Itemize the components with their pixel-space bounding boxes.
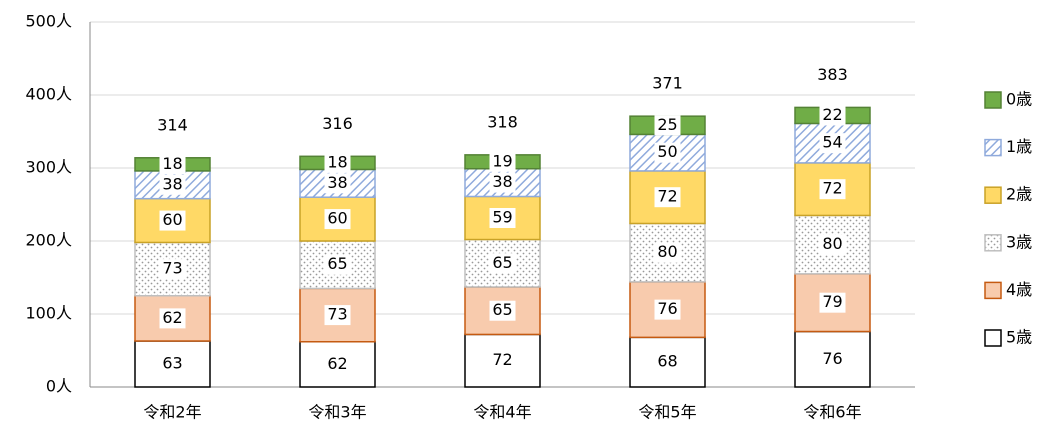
data-label-bg xyxy=(819,105,846,126)
data-label: 79 xyxy=(822,292,842,311)
data-label-bg xyxy=(159,154,186,175)
legend-swatch xyxy=(984,91,1002,109)
total-label: 316 xyxy=(322,114,353,133)
data-label: 62 xyxy=(162,308,182,327)
data-label-bg xyxy=(819,133,846,154)
data-label-bg xyxy=(159,210,186,231)
data-label-bg xyxy=(819,349,846,370)
data-label: 72 xyxy=(822,179,842,198)
data-label: 38 xyxy=(327,173,347,192)
x-tick-label: 令和5年 xyxy=(638,403,696,422)
data-label: 38 xyxy=(492,172,512,191)
total-label: 371 xyxy=(652,74,683,93)
total-label: 318 xyxy=(487,112,518,131)
data-label: 73 xyxy=(162,259,182,278)
y-tick-label: 200人 xyxy=(25,231,72,250)
data-label: 50 xyxy=(657,142,677,161)
data-label: 60 xyxy=(327,209,347,228)
data-label-bg xyxy=(654,115,681,136)
data-label-bg xyxy=(654,299,681,320)
data-label: 65 xyxy=(327,254,347,273)
data-label-bg xyxy=(489,172,516,193)
legend-label: 5歳 xyxy=(1006,328,1032,347)
legend-swatch xyxy=(984,138,1002,157)
data-label: 18 xyxy=(327,152,347,171)
legend-swatch xyxy=(984,186,1002,204)
total-label: 383 xyxy=(817,65,848,84)
legend-label: 4歳 xyxy=(1006,280,1032,299)
data-label: 59 xyxy=(492,208,512,227)
legend-label: 2歳 xyxy=(1006,185,1032,204)
data-label: 72 xyxy=(657,187,677,206)
data-label: 54 xyxy=(822,133,842,152)
data-label-bg xyxy=(819,179,846,200)
data-label: 72 xyxy=(492,350,512,369)
data-label-bg xyxy=(324,305,351,326)
legend-swatch xyxy=(984,281,1002,300)
legend-label: 3歳 xyxy=(1006,232,1032,251)
data-label-bg xyxy=(654,142,681,163)
data-label-bg xyxy=(489,300,516,321)
x-tick-label: 令和2年 xyxy=(143,403,201,422)
data-label-bg xyxy=(489,253,516,274)
data-label: 25 xyxy=(657,115,677,134)
y-tick-label: 500人 xyxy=(25,12,72,31)
y-tick-label: 100人 xyxy=(25,304,72,323)
data-label: 38 xyxy=(162,174,182,193)
total-label: 314 xyxy=(157,115,188,134)
data-label-bg xyxy=(159,354,186,375)
data-label: 73 xyxy=(327,305,347,324)
data-label-bg xyxy=(324,354,351,375)
data-label: 62 xyxy=(327,354,347,373)
legend-swatch xyxy=(984,234,1002,252)
x-tick-label: 令和6年 xyxy=(803,403,861,422)
data-label-bg xyxy=(654,242,681,263)
legend-swatch xyxy=(984,329,1002,347)
data-label-bg xyxy=(489,350,516,371)
data-label: 65 xyxy=(492,300,512,319)
data-label-bg xyxy=(159,174,186,195)
data-label-bg xyxy=(324,152,351,173)
data-label-bg xyxy=(654,352,681,373)
data-label: 22 xyxy=(822,105,842,124)
data-label: 60 xyxy=(162,210,182,229)
data-label: 80 xyxy=(822,234,842,253)
data-label: 65 xyxy=(492,253,512,272)
data-label: 63 xyxy=(162,354,182,373)
data-label-bg xyxy=(819,292,846,313)
data-label: 80 xyxy=(657,242,677,261)
data-label-bg xyxy=(324,209,351,230)
y-tick-label: 300人 xyxy=(25,158,72,177)
data-label-bg xyxy=(159,308,186,329)
y-tick-label: 400人 xyxy=(25,85,72,104)
y-tick-label: 0人 xyxy=(46,377,72,396)
data-label: 76 xyxy=(822,349,842,368)
data-label-bg xyxy=(489,151,516,172)
legend-label: 1歳 xyxy=(1006,137,1032,156)
data-label-bg xyxy=(819,234,846,255)
data-label: 76 xyxy=(657,299,677,318)
data-label: 18 xyxy=(162,154,182,173)
data-label-bg xyxy=(654,187,681,208)
data-label: 68 xyxy=(657,352,677,371)
x-tick-label: 令和4年 xyxy=(473,403,531,422)
data-label-bg xyxy=(159,259,186,280)
data-label-bg xyxy=(324,173,351,194)
bar-segment xyxy=(299,340,376,388)
data-label: 19 xyxy=(492,151,512,170)
x-tick-label: 令和3年 xyxy=(308,403,366,422)
bar-segment xyxy=(299,196,376,242)
legend-label: 0歳 xyxy=(1006,90,1032,109)
data-label-bg xyxy=(324,254,351,275)
data-label-bg xyxy=(489,208,516,229)
